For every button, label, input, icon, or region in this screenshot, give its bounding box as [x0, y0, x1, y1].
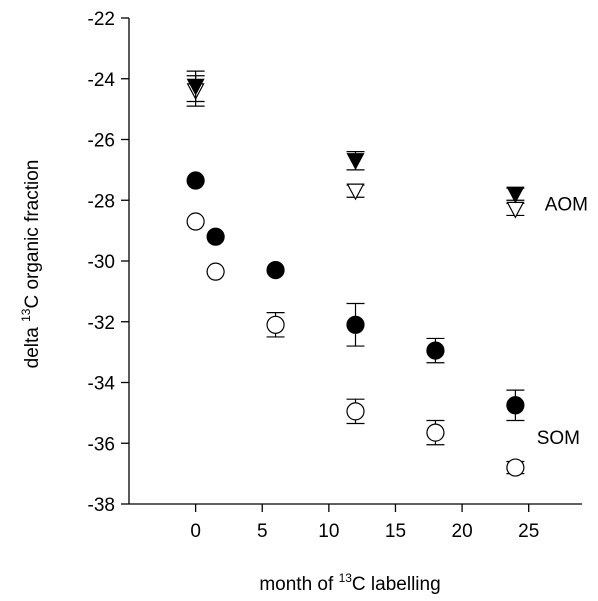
data-point-circle	[426, 423, 445, 442]
y-axis-label-sup: 13	[19, 308, 33, 322]
y-axis-label: delta 13C organic fraction	[19, 160, 43, 369]
y-axis-label-suffix: C organic fraction	[22, 160, 43, 309]
x-tick-label: 10	[318, 521, 339, 542]
x-tick-label: 0	[190, 521, 201, 542]
y-tick-label: -30	[88, 252, 115, 273]
y-tick-label: -38	[88, 495, 115, 516]
data-point-triangle	[186, 78, 205, 96]
series-open-circle	[186, 212, 525, 477]
data-point-circle	[206, 227, 225, 246]
x-tick-label: 20	[452, 521, 473, 542]
y-tick-label: -34	[88, 374, 116, 395]
data-point-circle	[206, 262, 225, 281]
data-point-circle	[186, 212, 205, 231]
x-tick-label: 15	[385, 521, 406, 542]
axes: -22 -24 -26 -28 -30 -32 -34 -36 -38 0 5 10 15 20 25	[88, 9, 582, 542]
data-point-circle	[346, 315, 365, 334]
data-point-triangle	[346, 153, 365, 171]
y-axis-label-prefix: delta	[22, 322, 43, 368]
y-tick-label: -22	[88, 9, 115, 30]
y-tick-label: -24	[88, 70, 116, 91]
data-point-circle	[346, 402, 365, 421]
y-tick-label: -32	[88, 313, 115, 334]
x-axis-label: month of 13C labelling	[259, 571, 440, 595]
data-point-circle	[506, 458, 525, 477]
series-filled-circle	[186, 171, 525, 422]
y-tick-label: -28	[88, 191, 115, 212]
series-filled-triangle-down	[186, 70, 525, 204]
x-tick-label: 5	[257, 521, 268, 542]
data-point-circle	[266, 261, 285, 280]
data-point-triangle	[346, 183, 365, 201]
data-point-circle	[426, 341, 445, 360]
annotation-label: AOM	[545, 194, 588, 215]
x-tick-label: 25	[518, 521, 539, 542]
data-point-circle	[266, 315, 285, 334]
data-point-circle	[506, 396, 525, 415]
x-axis-label-prefix: month of	[259, 574, 338, 595]
y-tick-label: -26	[88, 131, 115, 152]
data-point-circle	[186, 171, 205, 190]
y-tick-label: -36	[88, 434, 115, 455]
x-axis-label-sup: 13	[339, 571, 353, 585]
x-axis-label-suffix: C labelling	[352, 574, 441, 595]
annotations: AOM SOM	[537, 194, 588, 449]
data-points	[186, 70, 525, 477]
series-open-triangle-down	[186, 75, 525, 219]
annotation-label: SOM	[537, 428, 580, 449]
data-point-triangle	[506, 186, 525, 204]
